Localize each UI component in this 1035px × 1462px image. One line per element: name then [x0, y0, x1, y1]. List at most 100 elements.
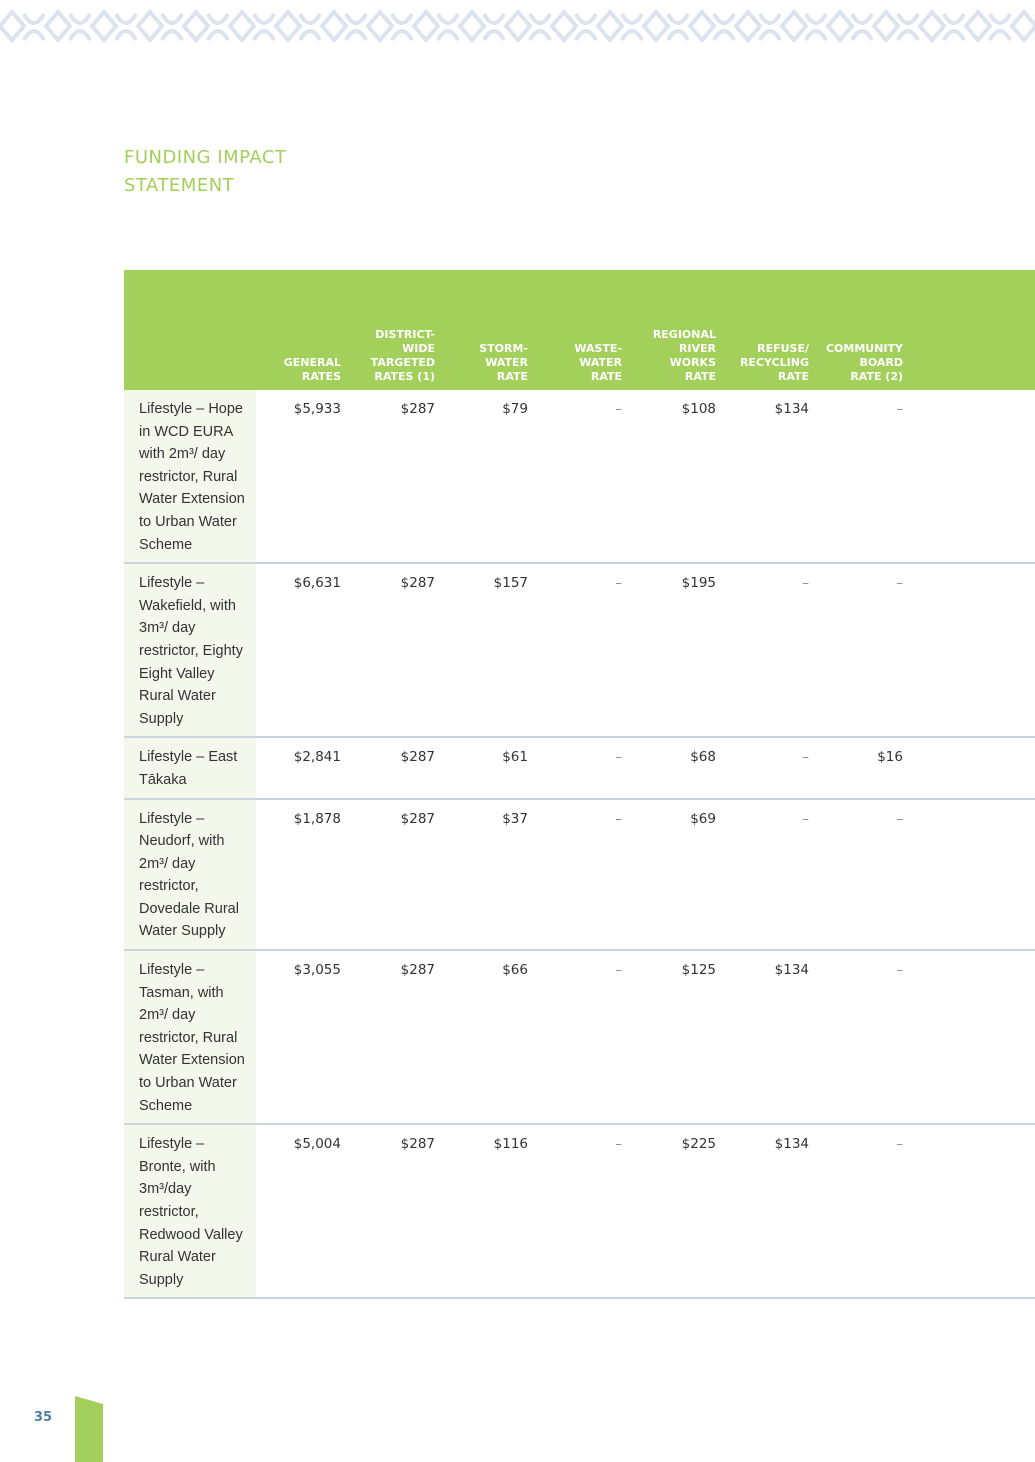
cell-district-wide: $287 [400, 1136, 435, 1153]
cell-district-wide: $287 [400, 749, 435, 766]
cell-river-works: $108 [681, 401, 716, 417]
cell-general-rates: $5,004 [293, 1136, 341, 1153]
header-wastewater-rate: WASTE- WATER RATE [574, 342, 622, 383]
cell-general-rates: $5,933 [293, 401, 341, 417]
rates-table: GENERAL RATES DISTRICT- WIDE TARGETED RA… [124, 270, 1035, 1299]
cell-community-board: – [896, 401, 903, 417]
cell-river-works: $225 [681, 1136, 716, 1153]
cell-river-works: $69 [690, 810, 716, 827]
header-name [124, 270, 256, 390]
row-label: Lifestyle – Bronte, with 3m³/day restric… [124, 1124, 256, 1299]
cell-wastewater: – [615, 810, 622, 827]
cell-general-rates: $2,841 [293, 749, 341, 766]
rates-table-container: GENERAL RATES DISTRICT- WIDE TARGETED RA… [124, 270, 1035, 1299]
pattern-motif [1009, 8, 1035, 44]
table-row: Lifestyle – Wakefield, with 3m³/ day res… [124, 563, 1035, 738]
table-row: Lifestyle – East Tākaka $2,841 $287 $61 … [124, 737, 1035, 799]
cell-river-works: $195 [681, 575, 716, 592]
cell-wastewater: – [615, 575, 622, 592]
cell-stormwater: $61 [502, 749, 528, 766]
cell-general-rates: $6,631 [293, 575, 341, 592]
pattern-motif [365, 8, 414, 44]
pattern-motif [411, 8, 460, 44]
pattern-motif [917, 8, 966, 44]
cell-spacer [903, 563, 1035, 737]
pattern-motif [0, 8, 46, 44]
page-title: FUNDING IMPACT STATEMENT [124, 144, 286, 200]
cell-district-wide: $287 [400, 962, 435, 979]
table-row: Lifestyle – Neudorf, with 2m³/ day restr… [124, 798, 1035, 951]
cell-spacer [903, 737, 1035, 798]
cell-district-wide: $287 [400, 575, 435, 592]
cell-wastewater: – [615, 401, 622, 417]
pattern-motif [595, 8, 644, 44]
cell-spacer [903, 799, 1035, 951]
cell-general-rates: $1,878 [293, 810, 341, 827]
pattern-motif [733, 8, 782, 44]
pattern-motif [779, 8, 828, 44]
cell-district-wide: $287 [400, 401, 435, 417]
cell-river-works: $125 [681, 962, 716, 979]
pattern-motif [319, 8, 368, 44]
maori-koru-pattern-icon [0, 8, 1035, 44]
cell-community-board: $16 [877, 749, 903, 766]
title-line-1: FUNDING IMPACT [124, 147, 287, 168]
cell-refuse: $134 [774, 401, 809, 417]
pattern-motif [503, 8, 552, 44]
cell-refuse: – [802, 810, 809, 827]
row-label: Lifestyle – East Tākaka [124, 737, 256, 799]
cell-spacer [903, 1124, 1035, 1298]
cell-spacer [903, 390, 1035, 563]
table-row: Lifestyle – Hope in WCD EURA with 2m³/ d… [124, 390, 1035, 564]
pattern-motif [549, 8, 598, 44]
cell-community-board: – [896, 962, 903, 979]
cell-district-wide: $287 [400, 810, 435, 827]
cell-stormwater: $37 [502, 810, 528, 827]
row-label: Lifestyle – Neudorf, with 2m³/ day restr… [124, 798, 256, 951]
cell-refuse: – [802, 575, 809, 592]
header-general-rates: GENERAL RATES [283, 356, 341, 383]
pattern-motif [687, 8, 736, 44]
pattern-motif [89, 8, 138, 44]
cell-river-works: $68 [690, 749, 716, 766]
pattern-motif [227, 8, 276, 44]
header-stormwater-rate: STORM- WATER RATE [479, 342, 528, 383]
page-number: 35 [34, 1410, 53, 1425]
header-refuse-recycling-rate: REFUSE/ RECYCLING RATE [739, 342, 809, 383]
cell-wastewater: – [615, 962, 622, 979]
cell-community-board: – [896, 810, 903, 827]
table-row: Lifestyle – Tasman, with 2m³/ day restri… [124, 950, 1035, 1125]
cell-refuse: $134 [774, 1136, 809, 1153]
table-row: Lifestyle – Bronte, with 3m³/day restric… [124, 1124, 1035, 1299]
cell-wastewater: – [615, 749, 622, 766]
cell-stormwater: $116 [493, 1136, 528, 1153]
cell-community-board: – [896, 575, 903, 592]
table-header-row: GENERAL RATES DISTRICT- WIDE TARGETED RA… [124, 270, 1035, 390]
cell-community-board: – [896, 1136, 903, 1153]
row-label: Lifestyle – Wakefield, with 3m³/ day res… [124, 563, 256, 738]
page-tab-notch [75, 1396, 103, 1404]
cell-stormwater: $157 [493, 575, 528, 592]
cell-spacer [903, 950, 1035, 1124]
row-label: Lifestyle – Tasman, with 2m³/ day restri… [124, 950, 256, 1125]
cell-stormwater: $66 [502, 962, 528, 979]
header-regional-river-works-rate: REGIONAL RIVER WORKS RATE [652, 328, 716, 383]
row-label: Lifestyle – Hope in WCD EURA with 2m³/ d… [124, 390, 256, 564]
pattern-motif [273, 8, 322, 44]
header-spacer [903, 270, 1035, 390]
header-community-board-rate: COMMUNITY BOARD RATE (2) [825, 342, 903, 383]
pattern-motif [43, 8, 92, 44]
pattern-motif [135, 8, 184, 44]
pattern-motif [871, 8, 920, 44]
cell-refuse: – [802, 749, 809, 766]
pattern-motif [825, 8, 874, 44]
title-line-2: STATEMENT [124, 175, 235, 196]
top-decorative-band [0, 0, 1035, 56]
cell-general-rates: $3,055 [293, 962, 341, 979]
cell-refuse: $134 [774, 962, 809, 979]
page-tab [75, 1396, 103, 1462]
pattern-motif [641, 8, 690, 44]
pattern-motif [181, 8, 230, 44]
cell-wastewater: – [615, 1136, 622, 1153]
cell-stormwater: $79 [502, 401, 528, 417]
